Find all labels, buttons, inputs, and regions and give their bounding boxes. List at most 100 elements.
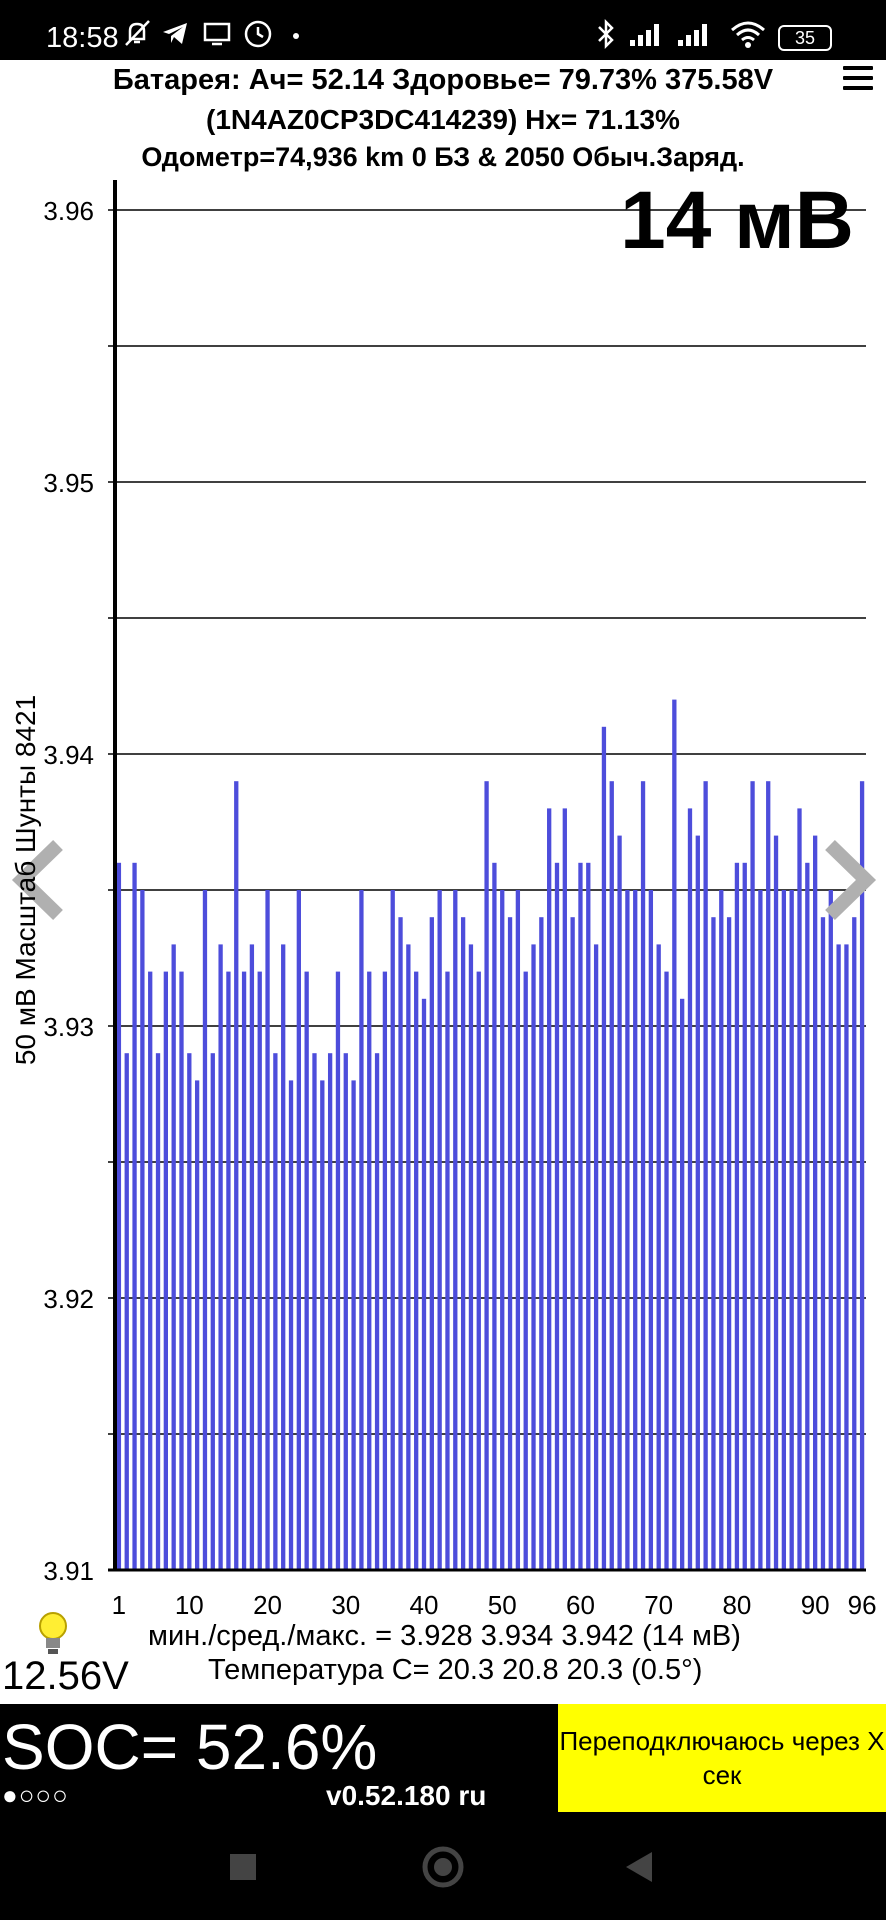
voltage-bar bbox=[414, 971, 419, 1570]
home-button[interactable] bbox=[422, 1846, 464, 1888]
voltage-bar bbox=[460, 917, 466, 1570]
voltage-bar bbox=[734, 862, 740, 1570]
voltage-bar bbox=[562, 808, 567, 1570]
voltage-bar bbox=[781, 890, 787, 1570]
voltage-bar bbox=[273, 1053, 278, 1570]
voltage-bar bbox=[257, 971, 262, 1570]
voltage-bar bbox=[672, 699, 677, 1570]
voltage-bar bbox=[453, 890, 458, 1570]
chevron-left-icon[interactable] bbox=[11, 839, 63, 921]
recents-button[interactable] bbox=[230, 1854, 256, 1880]
voltage-bar bbox=[695, 835, 700, 1570]
back-button[interactable] bbox=[626, 1852, 652, 1882]
chevron-right-icon[interactable] bbox=[825, 839, 877, 921]
voltage-bar bbox=[586, 862, 591, 1570]
voltage-bar bbox=[281, 944, 286, 1570]
voltage-bar bbox=[554, 862, 560, 1570]
voltage-bar bbox=[312, 1053, 317, 1570]
voltage-bars bbox=[116, 699, 865, 1570]
x-tick-label: 30 bbox=[331, 1590, 360, 1620]
status-bar: 18:58 35 bbox=[0, 0, 886, 60]
voltage-bar bbox=[163, 971, 169, 1570]
voltage-bar bbox=[202, 890, 208, 1570]
odometer-line: Одометр=74,936 km 0 БЗ & 2050 Обыч.Заряд… bbox=[141, 142, 745, 172]
voltage-bar bbox=[805, 862, 810, 1570]
x-tick-label: 10 bbox=[175, 1590, 204, 1620]
voltage-bar bbox=[265, 890, 270, 1570]
page-indicator: ●○○○ bbox=[2, 1780, 69, 1810]
voltage-bar bbox=[351, 1080, 356, 1570]
reconnect-button[interactable]: Переподключаюсь через X сек bbox=[558, 1704, 886, 1812]
mute-bell-icon bbox=[125, 20, 150, 46]
x-tick-label: 40 bbox=[410, 1590, 439, 1620]
voltage-bar bbox=[148, 971, 153, 1570]
x-tick-label: 90 bbox=[801, 1590, 830, 1620]
voltage-bar bbox=[179, 971, 184, 1570]
voltage-bar bbox=[601, 726, 607, 1570]
voltage-bar bbox=[335, 971, 341, 1570]
voltage-bar bbox=[640, 781, 646, 1570]
menu-icon[interactable] bbox=[843, 66, 873, 92]
voltage-bar bbox=[132, 862, 137, 1570]
voltage-bar bbox=[406, 944, 411, 1570]
voltage-bar bbox=[680, 998, 685, 1570]
voltage-bar bbox=[719, 890, 724, 1570]
signal-icon bbox=[678, 24, 707, 46]
y-tick-label: 3.92 bbox=[43, 1284, 94, 1314]
voltage-bar bbox=[844, 944, 849, 1570]
voltage-bar bbox=[500, 890, 505, 1570]
voltage-bar bbox=[116, 862, 122, 1570]
voltage-bar bbox=[429, 917, 434, 1570]
voltage-bar bbox=[445, 971, 450, 1570]
voltage-bar bbox=[398, 917, 403, 1570]
voltage-bar bbox=[687, 808, 693, 1570]
x-tick-label: 70 bbox=[644, 1590, 673, 1620]
voltage-bar bbox=[437, 890, 442, 1570]
voltage-bar bbox=[367, 971, 372, 1570]
voltage-bar bbox=[766, 781, 771, 1570]
voltage-bar bbox=[241, 971, 247, 1570]
y-tick-label: 3.91 bbox=[43, 1556, 94, 1586]
y-tick-label: 3.93 bbox=[43, 1012, 94, 1042]
signal-icon bbox=[630, 24, 659, 46]
voltage-bar bbox=[327, 1053, 333, 1570]
voltage-bar bbox=[633, 890, 638, 1570]
voltage-bar bbox=[359, 890, 364, 1570]
voltage-bar bbox=[711, 917, 716, 1570]
voltage-bar bbox=[852, 917, 857, 1570]
wifi-icon bbox=[731, 21, 765, 48]
voltage-bar bbox=[155, 1053, 161, 1570]
voltage-bar bbox=[210, 1053, 215, 1570]
y-tick-labels: 3.91 3.92 3.93 3.94 3.95 3.96 bbox=[43, 196, 94, 1586]
aux-battery-voltage: 12.56V bbox=[2, 1654, 129, 1698]
voltage-bar bbox=[828, 890, 833, 1570]
scale-shunts-label: 50 мВ Масштаб Шунты 8421 bbox=[10, 694, 41, 1066]
x-tick-label: 96 bbox=[848, 1590, 877, 1620]
voltage-bar bbox=[836, 944, 841, 1570]
battery-icon: 35 bbox=[778, 25, 832, 51]
x-tick-label: 20 bbox=[253, 1590, 282, 1620]
x-tick-label: 80 bbox=[722, 1590, 751, 1620]
voltage-bar bbox=[531, 944, 536, 1570]
voltage-bar bbox=[476, 971, 481, 1570]
voltage-bar bbox=[703, 781, 708, 1570]
voltage-bar bbox=[171, 944, 176, 1570]
voltage-bar bbox=[656, 944, 661, 1570]
voltage-bar bbox=[570, 917, 575, 1570]
voltage-bar bbox=[547, 808, 552, 1570]
y-tick-label: 3.94 bbox=[43, 740, 94, 770]
cast-icon bbox=[203, 22, 231, 46]
voltage-bar bbox=[218, 944, 223, 1570]
axes bbox=[108, 180, 866, 1572]
bottom-bar: SOC= 52.6% ●○○○ v0.52.180 ru Переподключ… bbox=[0, 1704, 886, 1814]
temperature: Температура С= 20.3 20.8 20.3 (0.5°) bbox=[208, 1654, 703, 1686]
voltage-bar bbox=[726, 917, 732, 1570]
y-tick-label: 3.95 bbox=[43, 468, 94, 498]
navigation-bar bbox=[0, 1814, 886, 1920]
x-tick-label: 60 bbox=[566, 1590, 595, 1620]
voltage-bar bbox=[194, 1080, 200, 1570]
x-tick-label: 1 bbox=[112, 1590, 126, 1620]
voltage-bar bbox=[390, 890, 395, 1570]
voltage-bar bbox=[320, 1080, 325, 1570]
voltage-bar bbox=[187, 1053, 192, 1570]
